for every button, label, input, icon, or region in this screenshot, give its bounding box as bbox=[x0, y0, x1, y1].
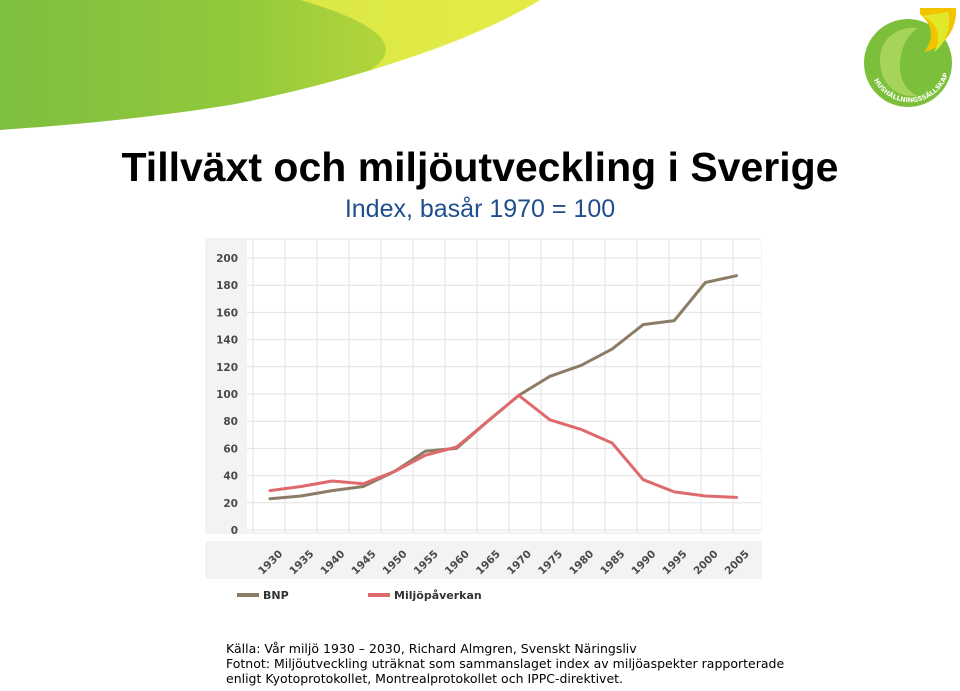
y-tick-label: 80 bbox=[223, 416, 238, 428]
footer-notes: Källa: Vår miljö 1930 – 2030, Richard Al… bbox=[226, 641, 956, 686]
y-tick-label: 200 bbox=[216, 253, 238, 265]
y-tick-label: 160 bbox=[216, 307, 238, 319]
header-banner bbox=[0, 0, 540, 130]
y-tick-label: 100 bbox=[216, 389, 238, 401]
y-tick-label: 180 bbox=[216, 280, 238, 292]
plot-area bbox=[247, 240, 761, 532]
x-axis-panel bbox=[205, 541, 762, 579]
y-tick-label: 140 bbox=[216, 335, 238, 347]
series-line-miljopaverkan bbox=[268, 393, 738, 499]
banner-highlight bbox=[300, 0, 540, 70]
y-tick-label: 0 bbox=[231, 525, 238, 537]
legend-label: BNP bbox=[263, 589, 289, 602]
y-tick-label: 120 bbox=[216, 362, 238, 374]
page-subtitle: Index, basår 1970 = 100 bbox=[344, 195, 616, 223]
y-tick-label: 20 bbox=[223, 498, 238, 510]
footnote-line-1: Fotnot: Miljöutveckling uträknat som sam… bbox=[226, 656, 785, 671]
page-title: Tillväxt och miljöutveckling i Sverige bbox=[121, 144, 839, 190]
y-tick-label: 60 bbox=[223, 443, 238, 455]
y-tick-label: 40 bbox=[223, 471, 238, 483]
legend-label: Miljöpåverkan bbox=[394, 589, 482, 602]
footnote-line-2: enligt Kyotoprotokollet, Montrealprotoko… bbox=[226, 671, 624, 686]
source-line: Källa: Vår miljö 1930 – 2030, Richard Al… bbox=[226, 641, 637, 656]
hushallningssallskapet-logo: HUSHÅLLNINGSSÄLLSKAPET bbox=[860, 8, 956, 107]
